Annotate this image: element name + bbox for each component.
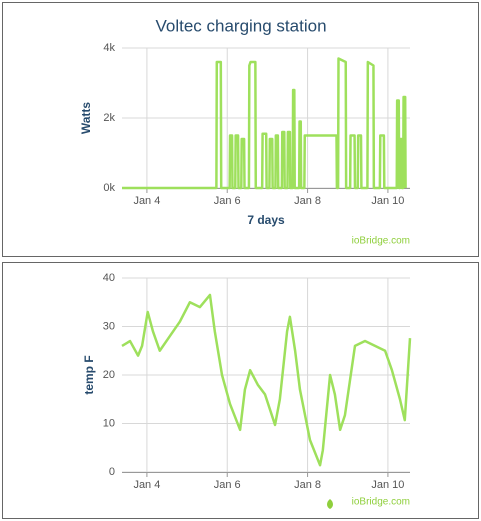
y-axis-title: Watts [79,102,93,135]
y-tick-label: 30 [103,320,115,332]
x-tick-label: Jan 10 [371,195,404,207]
x-tick-label: Jan 6 [214,195,241,207]
y-tick-label: 20 [103,369,115,381]
y-tick-label: 10 [103,417,115,429]
y-tick-label: 0k [103,182,115,194]
y-tick-label: 2k [103,112,115,124]
chart-title: Voltec charging station [155,16,326,35]
credit: ioBridge.com [352,236,410,247]
x-tick-label: Jan 8 [294,195,321,207]
y-axis-title: temp F [82,355,96,394]
x-tick-label: Jan 8 [294,479,321,491]
x-axis-title: 7 days [247,213,285,227]
y-tick-label: 40 [103,272,115,284]
data-line [121,293,412,467]
y-tick-label: 4k [103,42,115,54]
credit: ioBridge.com [352,497,410,508]
data-line [122,57,407,190]
x-tick-label: Jan 4 [133,479,160,491]
logo [327,499,333,509]
x-tick-label: Jan 6 [214,479,241,491]
x-tick-label: Jan 10 [371,479,404,491]
panel-top [2,2,479,257]
y-tick-label: 0 [109,466,115,478]
panel-bottom [2,262,479,519]
x-tick-label: Jan 4 [133,195,160,207]
